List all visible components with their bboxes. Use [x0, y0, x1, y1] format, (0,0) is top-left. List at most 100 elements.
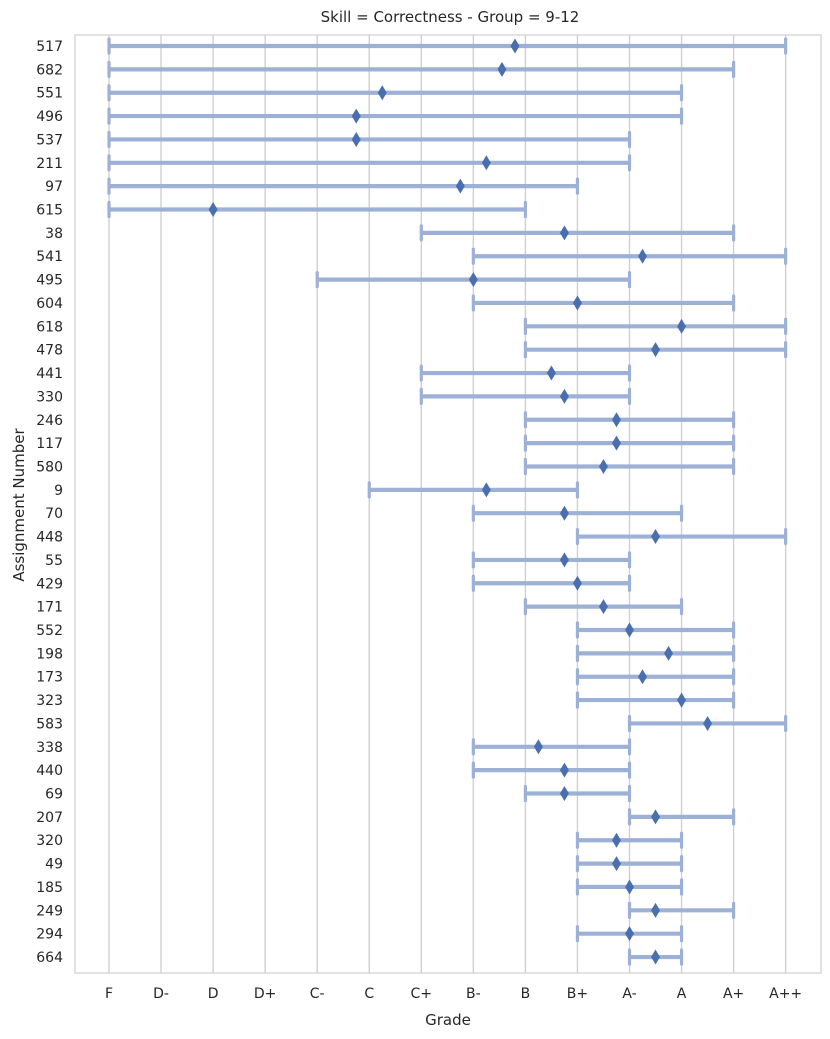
y-tick-label: 338 [36, 740, 63, 756]
range-bars [107, 37, 788, 966]
x-tick-label: D+ [254, 986, 277, 1002]
y-tick-label: 173 [36, 670, 63, 686]
y-axis-label: Assignment Number [10, 427, 28, 581]
x-tick-labels: F D- D D+ C- C C+ B- B B+ A- A A+ A++ [105, 986, 802, 1002]
mean-marker [481, 482, 491, 498]
mean-marker [625, 879, 634, 895]
mean-marker [598, 458, 608, 474]
mean-marker [664, 645, 674, 661]
y-tick-label: 320 [36, 833, 63, 849]
mean-marker [481, 155, 491, 171]
y-tick-label: 70 [45, 506, 63, 522]
mean-marker [611, 435, 621, 451]
y-tick-label: 330 [36, 389, 63, 405]
x-tick-label: B [521, 986, 531, 1002]
mean-marker [651, 529, 661, 545]
y-tick-label: 55 [45, 553, 63, 569]
mean-marker [559, 552, 569, 568]
mean-marker [497, 61, 507, 77]
mean-marker [468, 272, 478, 288]
y-tick-label: 615 [36, 203, 63, 219]
y-tick-labels: 517 682 551 496 537 211 97 615 38 541 495 604 618 478… [36, 39, 63, 966]
mean-marker [559, 762, 569, 778]
y-tick-label: 618 [36, 319, 63, 335]
y-tick-label: 117 [36, 436, 63, 452]
y-tick-label: 185 [36, 880, 63, 896]
y-tick-label: 38 [45, 226, 63, 242]
x-tick-label: D- [153, 986, 169, 1002]
mean-marker [572, 575, 582, 591]
y-tick-label: 207 [36, 810, 63, 826]
y-tick-label: 97 [45, 179, 63, 195]
mean-marker [651, 949, 661, 965]
y-tick-label: 495 [36, 273, 63, 289]
x-tick-label: A++ [769, 986, 802, 1002]
mean-marker [651, 902, 661, 918]
y-tick-label: 69 [45, 787, 63, 803]
mean-marker [546, 365, 556, 381]
mean-marker [638, 248, 648, 264]
y-tick-label: 294 [36, 927, 63, 943]
mean-marker [677, 692, 687, 708]
mean-marker [651, 342, 661, 358]
y-tick-label: 171 [36, 600, 63, 616]
y-tick-label: 198 [36, 646, 63, 662]
mean-marker [611, 856, 621, 872]
y-tick-label: 537 [36, 132, 63, 148]
mean-marker [638, 669, 648, 685]
y-tick-label: 478 [36, 343, 63, 359]
mean-marker [455, 178, 465, 194]
y-tick-label: 580 [36, 459, 63, 475]
mean-marker [351, 108, 361, 124]
y-tick-label: 49 [45, 857, 63, 873]
x-tick-label: B+ [567, 986, 588, 1002]
mean-marker [559, 225, 569, 241]
mean-marker [559, 505, 569, 521]
x-tick-label: A [677, 986, 687, 1002]
x-axis-label: Grade [425, 1011, 471, 1029]
y-tick-label: 541 [36, 249, 63, 265]
x-tick-label: C- [310, 986, 325, 1002]
mean-marker [651, 809, 661, 825]
chart-title: Skill = Correctness - Group = 9-12 [321, 8, 580, 26]
mean-marker [559, 786, 569, 802]
y-tick-label: 604 [36, 296, 63, 312]
y-tick-label: 429 [36, 576, 63, 592]
x-tick-label: D [208, 986, 219, 1002]
mean-marker [510, 38, 520, 54]
y-tick-label: 246 [36, 413, 63, 429]
x-tick-label: B- [466, 986, 481, 1002]
y-tick-label: 583 [36, 716, 63, 732]
mean-marker [533, 739, 543, 755]
y-tick-label: 517 [36, 39, 63, 55]
y-tick-label: 682 [36, 62, 63, 78]
x-tick-label: F [105, 986, 113, 1002]
y-tick-label: 440 [36, 763, 63, 779]
mean-marker [703, 715, 713, 731]
y-tick-label: 664 [36, 950, 63, 966]
y-tick-label: 496 [36, 109, 63, 125]
x-tick-label: A- [622, 986, 636, 1002]
mean-marker [559, 388, 569, 404]
x-tick-label: C+ [411, 986, 433, 1002]
mean-marker [625, 926, 634, 942]
mean-marker [677, 318, 687, 334]
y-tick-label: 551 [36, 86, 63, 102]
y-tick-label: 441 [36, 366, 63, 382]
plot-frame [74, 34, 822, 974]
grid-lines [108, 35, 787, 973]
y-tick-label: 552 [36, 623, 63, 639]
mean-marker [611, 412, 621, 428]
mean-marker [598, 599, 608, 615]
mean-marker [208, 202, 218, 218]
x-tick-label: C [364, 986, 374, 1002]
mean-marker [377, 85, 387, 101]
y-tick-label: 249 [36, 903, 63, 919]
x-tick-label: A+ [723, 986, 744, 1002]
y-tick-label: 448 [36, 530, 63, 546]
y-tick-label: 211 [36, 156, 63, 172]
mean-marker [611, 832, 621, 848]
mean-marker [625, 622, 634, 638]
mean-marker [351, 131, 361, 147]
